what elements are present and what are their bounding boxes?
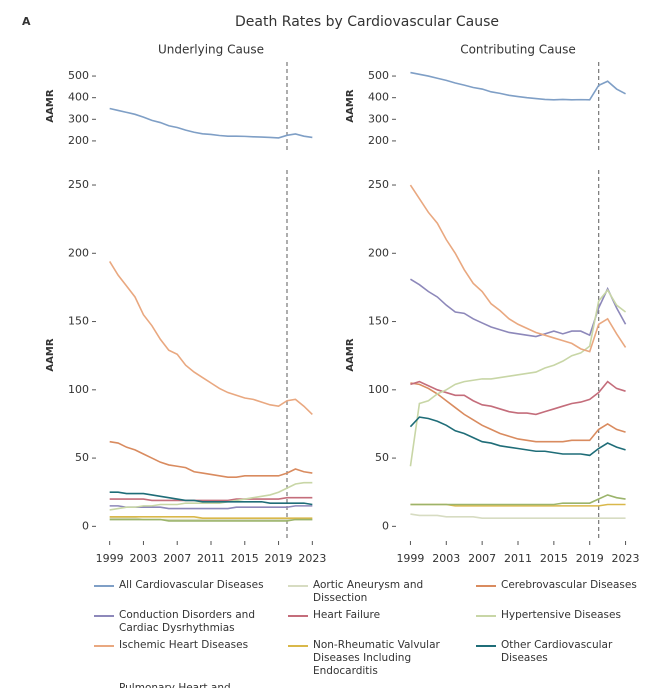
- panel-label: A: [22, 15, 31, 28]
- x-tick-label: 2011: [197, 552, 225, 565]
- y-tick-label: 50: [75, 451, 89, 464]
- y-tick-label: 150: [368, 315, 389, 328]
- y-tick-label: 250: [368, 178, 389, 191]
- legend-item: All Cardiovascular Diseases: [94, 579, 288, 605]
- legend-label: Conduction Disorders and Cardiac Dysrhyt…: [119, 609, 255, 634]
- x-tick-label: 1999: [96, 552, 124, 565]
- legend-label: Heart Failure: [313, 609, 381, 621]
- x-tick-label: 2015: [540, 552, 568, 565]
- x-tick-label: 2019: [576, 552, 604, 565]
- series-line: [410, 380, 626, 416]
- x-tick-label: 2019: [265, 552, 293, 565]
- legend-item: Ischemic Heart Diseases: [94, 639, 288, 678]
- y-tick-label: 500: [368, 69, 389, 82]
- series-line: [410, 513, 626, 519]
- series-line: [108, 261, 313, 415]
- legend-label: Ischemic Heart Diseases: [119, 639, 249, 651]
- legend: All Cardiovascular Diseases Aortic Aneury…: [94, 579, 654, 688]
- y-tick-label: 400: [368, 91, 389, 104]
- legend-label: Pulmonary Heart and Circulatory Diseases: [119, 682, 231, 688]
- legend-item: Cerebrovascular Diseases: [476, 579, 654, 605]
- series-line: [109, 496, 313, 502]
- y-tick-label: 100: [368, 383, 389, 396]
- y-tick-label: 0: [82, 519, 89, 532]
- x-tick-label: 2003: [432, 552, 460, 565]
- y-axis-label: AAMR: [45, 89, 56, 122]
- y-tick-label: 200: [68, 246, 89, 259]
- series-line: [410, 278, 627, 338]
- x-tick-label: 2015: [231, 552, 259, 565]
- legend-swatch: [288, 645, 308, 647]
- x-tick-label: 2003: [129, 552, 157, 565]
- legend-swatch: [476, 585, 496, 587]
- series-line: [109, 515, 313, 519]
- x-tick-label: 2007: [163, 552, 191, 565]
- x-tick-label: 2007: [468, 552, 496, 565]
- y-tick-label: 300: [68, 112, 89, 125]
- series-line: [109, 107, 313, 139]
- series-line: [409, 416, 626, 457]
- legend-swatch: [476, 645, 496, 647]
- series-line: [109, 505, 313, 510]
- chart: A Death Rates by Cardiovascular Cause Un…: [22, 14, 640, 565]
- x-tick-label: 2023: [298, 552, 326, 565]
- x-tick-label: 1999: [396, 552, 424, 565]
- legend-item: Hypertensive Diseases: [476, 609, 654, 635]
- legend-label: Hypertensive Diseases: [501, 609, 621, 621]
- y-axis-label: AAMR: [345, 338, 356, 371]
- series-line: [109, 491, 313, 506]
- legend-label: Other Cardiovascular Diseases: [501, 639, 613, 664]
- legend-swatch: [94, 615, 114, 617]
- y-tick-label: 250: [68, 178, 89, 191]
- legend-item: Non-Rheumatic Valvular Diseases Includin…: [288, 639, 476, 678]
- legend-item: Conduction Disorders and Cardiac Dysrhyt…: [94, 609, 288, 635]
- series-line: [410, 71, 626, 101]
- series-line: [409, 184, 627, 353]
- legend-item: Other Cardiovascular Diseases: [476, 639, 654, 678]
- legend-swatch: [288, 615, 308, 617]
- y-tick-label: 50: [375, 451, 389, 464]
- y-axis-label: AAMR: [345, 89, 356, 122]
- series-line: [410, 382, 626, 443]
- y-tick-label: 100: [68, 383, 89, 396]
- legend-label: All Cardiovascular Diseases: [119, 579, 264, 591]
- panel-title: Contributing Cause: [460, 43, 576, 57]
- y-tick-label: 0: [382, 519, 389, 532]
- y-tick-label: 200: [68, 134, 89, 147]
- figure-title: Death Rates by Cardiovascular Cause: [235, 14, 499, 30]
- legend-label: Cerebrovascular Diseases: [501, 579, 637, 591]
- y-tick-label: 500: [68, 69, 89, 82]
- legend-swatch: [94, 585, 114, 587]
- legend-item: Heart Failure: [288, 609, 476, 635]
- legend-label: Aortic Aneurysm and Dissection: [313, 579, 424, 604]
- series-line: [109, 481, 313, 511]
- legend-label: Non-Rheumatic Valvular Diseases Includin…: [313, 639, 440, 677]
- series-line: [410, 494, 626, 506]
- y-tick-label: 400: [68, 91, 89, 104]
- legend-swatch: [288, 585, 308, 587]
- panel-title: Underlying Cause: [158, 43, 264, 57]
- legend-swatch: [94, 645, 114, 647]
- legend-item: Aortic Aneurysm and Dissection: [288, 579, 476, 605]
- legend-item: Pulmonary Heart and Circulatory Diseases: [94, 682, 288, 688]
- y-axis-label: AAMR: [45, 338, 56, 371]
- y-tick-label: 150: [68, 315, 89, 328]
- series-line: [109, 518, 313, 522]
- y-tick-label: 300: [368, 112, 389, 125]
- x-tick-label: 2023: [612, 552, 640, 565]
- y-tick-label: 200: [368, 246, 389, 259]
- series-line: [409, 288, 627, 467]
- series-line: [109, 440, 313, 478]
- x-tick-label: 2011: [504, 552, 532, 565]
- legend-swatch: [476, 615, 496, 617]
- y-tick-label: 200: [368, 134, 389, 147]
